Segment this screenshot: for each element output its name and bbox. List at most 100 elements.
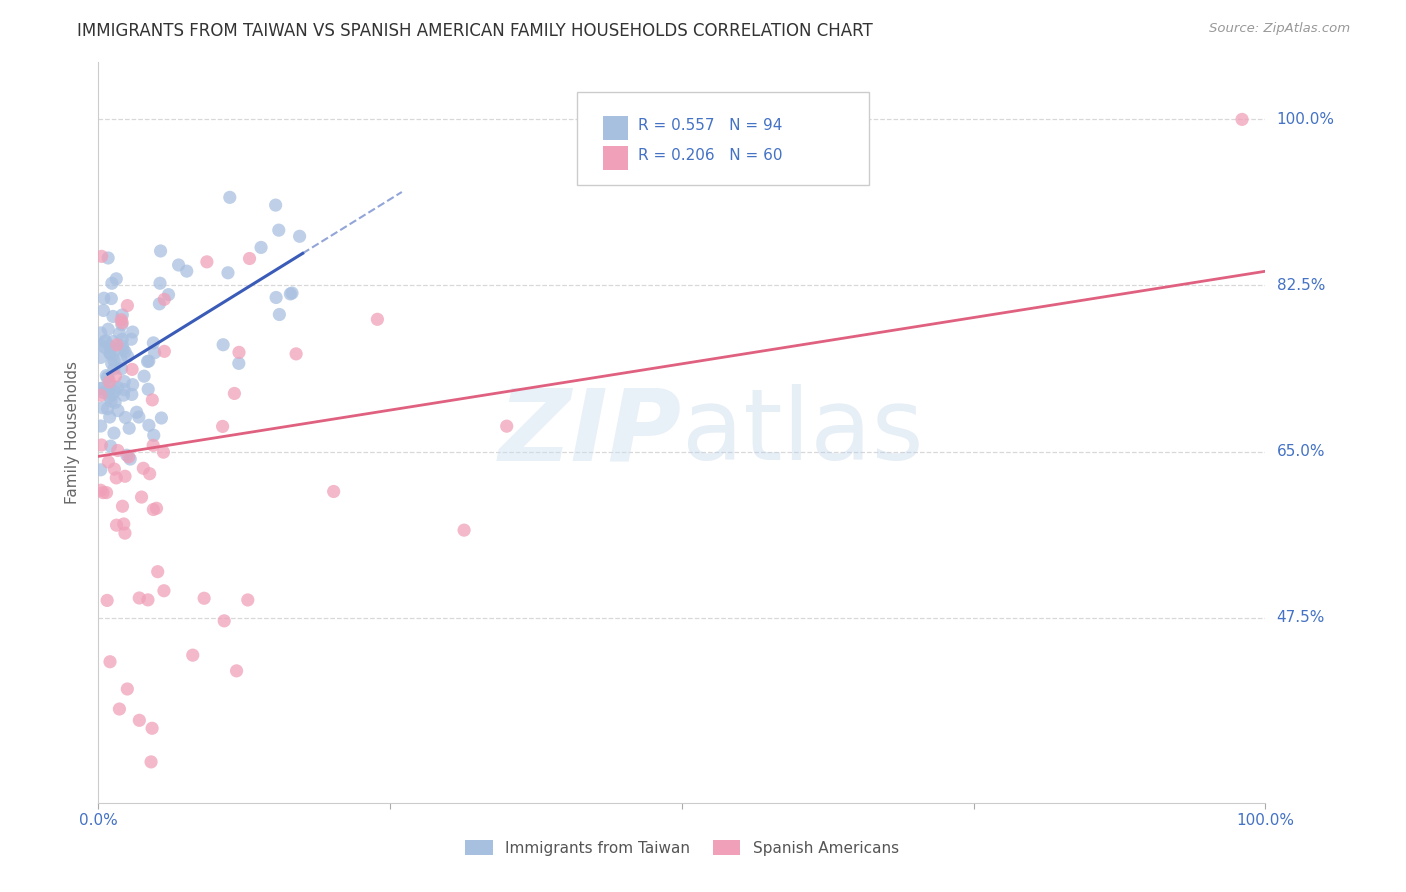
- Point: [90, 382, 112, 396]
- Point: [121, 362, 143, 376]
- Point: [107, 380, 129, 394]
- Point: [98, 375, 121, 389]
- Point: [236, 593, 259, 607]
- Point: [121, 325, 143, 339]
- Point: [105, 272, 128, 286]
- Point: [264, 290, 287, 304]
- Point: [142, 428, 165, 442]
- Point: [105, 338, 128, 352]
- Point: [212, 337, 235, 351]
- Point: [218, 190, 240, 204]
- Point: [264, 198, 287, 212]
- Point: [120, 452, 142, 467]
- Text: 65.0%: 65.0%: [1277, 444, 1324, 459]
- Point: [217, 266, 239, 280]
- Point: [138, 354, 160, 368]
- Point: [121, 387, 143, 401]
- Point: [105, 518, 128, 533]
- Point: [107, 443, 129, 458]
- Point: [101, 310, 124, 324]
- FancyBboxPatch shape: [603, 116, 628, 140]
- Point: [111, 339, 134, 353]
- Point: [118, 421, 141, 435]
- Point: [267, 223, 290, 237]
- Point: [98, 390, 121, 404]
- Point: [141, 721, 163, 735]
- Point: [117, 299, 139, 313]
- Point: [118, 450, 141, 464]
- Point: [150, 411, 173, 425]
- Point: [136, 354, 159, 368]
- Text: 82.5%: 82.5%: [1277, 278, 1324, 293]
- Point: [281, 286, 304, 301]
- Point: [104, 369, 127, 384]
- Point: [97, 369, 120, 384]
- Text: 100.0%: 100.0%: [1277, 112, 1334, 127]
- Point: [153, 293, 176, 307]
- Point: [104, 384, 127, 399]
- FancyBboxPatch shape: [603, 146, 628, 169]
- Point: [90, 381, 112, 395]
- Point: [91, 485, 114, 500]
- Point: [142, 438, 165, 452]
- Point: [148, 297, 170, 311]
- Point: [96, 593, 118, 607]
- Point: [96, 371, 118, 385]
- Point: [90, 388, 112, 402]
- Point: [143, 345, 166, 359]
- Text: IMMIGRANTS FROM TAIWAN VS SPANISH AMERICAN FAMILY HOUSEHOLDS CORRELATION CHART: IMMIGRANTS FROM TAIWAN VS SPANISH AMERIC…: [77, 22, 873, 40]
- Point: [453, 523, 475, 537]
- Point: [139, 755, 162, 769]
- Text: 47.5%: 47.5%: [1277, 610, 1324, 625]
- Point: [97, 455, 120, 469]
- Point: [142, 502, 165, 516]
- Point: [101, 387, 124, 401]
- Point: [176, 264, 198, 278]
- Point: [322, 484, 344, 499]
- Point: [132, 369, 155, 384]
- Legend: Immigrants from Taiwan, Spanish Americans: Immigrants from Taiwan, Spanish American…: [458, 834, 905, 862]
- Point: [101, 348, 124, 362]
- Point: [132, 461, 155, 475]
- Point: [97, 322, 120, 336]
- FancyBboxPatch shape: [576, 92, 869, 185]
- Point: [141, 392, 163, 407]
- Point: [94, 341, 117, 355]
- Point: [105, 471, 128, 485]
- Point: [211, 419, 233, 434]
- Point: [96, 485, 118, 500]
- Point: [98, 345, 121, 359]
- Text: ZIP: ZIP: [499, 384, 682, 481]
- Point: [103, 361, 125, 376]
- Point: [366, 312, 388, 326]
- Point: [90, 351, 112, 365]
- Point: [228, 356, 250, 370]
- Point: [112, 388, 135, 402]
- Point: [114, 469, 136, 483]
- Point: [121, 377, 143, 392]
- Point: [128, 591, 150, 605]
- Point: [157, 287, 180, 301]
- Point: [110, 312, 132, 326]
- Point: [111, 361, 134, 376]
- Point: [117, 349, 139, 363]
- Point: [225, 664, 247, 678]
- Point: [91, 385, 114, 400]
- Point: [288, 229, 311, 244]
- Point: [98, 410, 121, 425]
- Point: [91, 401, 114, 415]
- Point: [112, 383, 135, 397]
- Point: [111, 316, 134, 330]
- Point: [97, 384, 120, 398]
- Point: [110, 351, 132, 366]
- Point: [224, 386, 246, 401]
- Point: [138, 467, 160, 481]
- Point: [94, 334, 117, 349]
- Point: [128, 714, 150, 728]
- Point: [153, 583, 176, 598]
- Point: [149, 277, 172, 291]
- Point: [228, 345, 250, 359]
- Point: [142, 335, 165, 350]
- Point: [104, 395, 127, 409]
- Point: [181, 648, 204, 662]
